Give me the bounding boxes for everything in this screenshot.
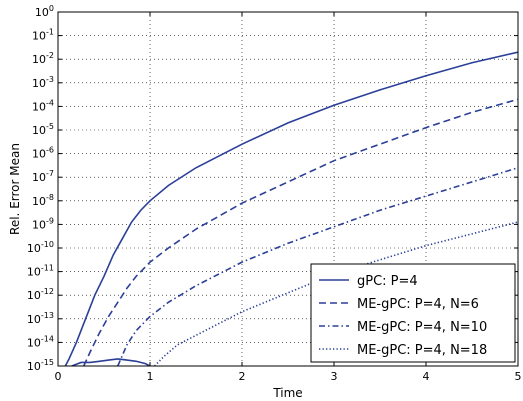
y-tick-label: 10-1 [32,28,54,43]
y-tick-exponent: -3 [46,75,54,84]
y-tick-exponent: -1 [46,28,54,37]
x-tick-label: 5 [515,370,522,383]
y-tick-base: 10 [32,124,46,137]
y-tick-label: 10-5 [32,122,54,137]
grid-lines [58,12,518,366]
y-tick-label: 10-3 [32,75,54,90]
series-layer [64,51,518,366]
series-line-0 [64,51,518,366]
y-tick-base: 10 [32,148,46,161]
y-tick-label: 10-12 [27,287,54,302]
y-tick-label: 100 [35,4,54,19]
x-tick-label: 2 [239,370,246,383]
x-tick-label: 4 [423,370,430,383]
y-tick-label: 10-7 [32,169,54,184]
y-tick-base: 10 [27,336,41,349]
y-tick-exponent: -7 [46,169,54,178]
legend-label: gPC: P=4 [357,274,418,289]
y-tick-exponent: -10 [41,240,54,249]
y-tick-base: 10 [27,313,41,326]
y-tick-label: 10-11 [27,264,54,279]
y-tick-label: 10-2 [32,51,54,66]
y-tick-base: 10 [32,53,46,66]
y-tick-base: 10 [27,360,41,373]
y-tick-exponent: -11 [41,264,54,273]
x-tick-label: 0 [55,370,62,383]
y-tick-label: 10-9 [32,216,54,231]
y-tick-exponent: -15 [41,358,54,367]
y-tick-exponent: -13 [41,311,54,320]
y-tick-exponent: -8 [46,193,54,202]
series-line-2 [117,166,518,366]
y-tick-base: 10 [32,171,46,184]
y-tick-exponent: -6 [46,146,54,155]
y-tick-exponent: -5 [46,122,54,131]
series-line-3 [154,221,518,366]
legend-label: ME-gPC: P=4, N=6 [357,297,479,312]
y-tick-base: 10 [32,77,46,90]
y-tick-base: 10 [27,242,41,255]
y-tick-base: 10 [27,266,41,279]
legend-label: ME-gPC: P=4, N=18 [357,343,487,358]
y-tick-exponent: 0 [49,4,54,13]
y-tick-base: 10 [35,6,49,19]
y-tick-label: 10-8 [32,193,54,208]
y-tick-exponent: -14 [41,334,54,343]
y-tick-label: 10-15 [27,358,54,373]
noise-floor-line [71,358,151,366]
y-tick-base: 10 [32,218,46,231]
y-tick-base: 10 [32,100,46,113]
y-tick-label: 10-10 [27,240,54,255]
y-tick-base: 10 [27,289,41,302]
x-axis-label: Time [272,386,302,400]
legend-label: ME-gPC: P=4, N=10 [357,320,487,335]
tick-layer: 0 1 2 3 4 510-1510-1410-1310-1210-1110-1010-9… [27,4,522,383]
y-tick-base: 10 [32,195,46,208]
y-tick-exponent: -2 [46,51,54,60]
legend: gPC: P=4 ME-gPC: P=4, N=6 ME-gPC: P=4, N=1… [310,263,516,363]
y-tick-base: 10 [32,30,46,43]
y-tick-exponent: -4 [46,98,54,107]
x-tick-label: 1 [147,370,154,383]
y-tick-label: 10-13 [27,311,54,326]
y-tick-label: 10-14 [27,334,54,349]
x-tick-label: 3 [331,370,338,383]
y-tick-label: 10-6 [32,146,54,161]
y-axis-label: Rel. Error Mean [8,143,22,235]
plot-frame [57,11,519,367]
y-tick-label: 10-4 [32,98,54,113]
y-tick-exponent: -9 [46,216,54,225]
series-line-1 [83,98,518,366]
y-tick-exponent: -12 [41,287,54,296]
